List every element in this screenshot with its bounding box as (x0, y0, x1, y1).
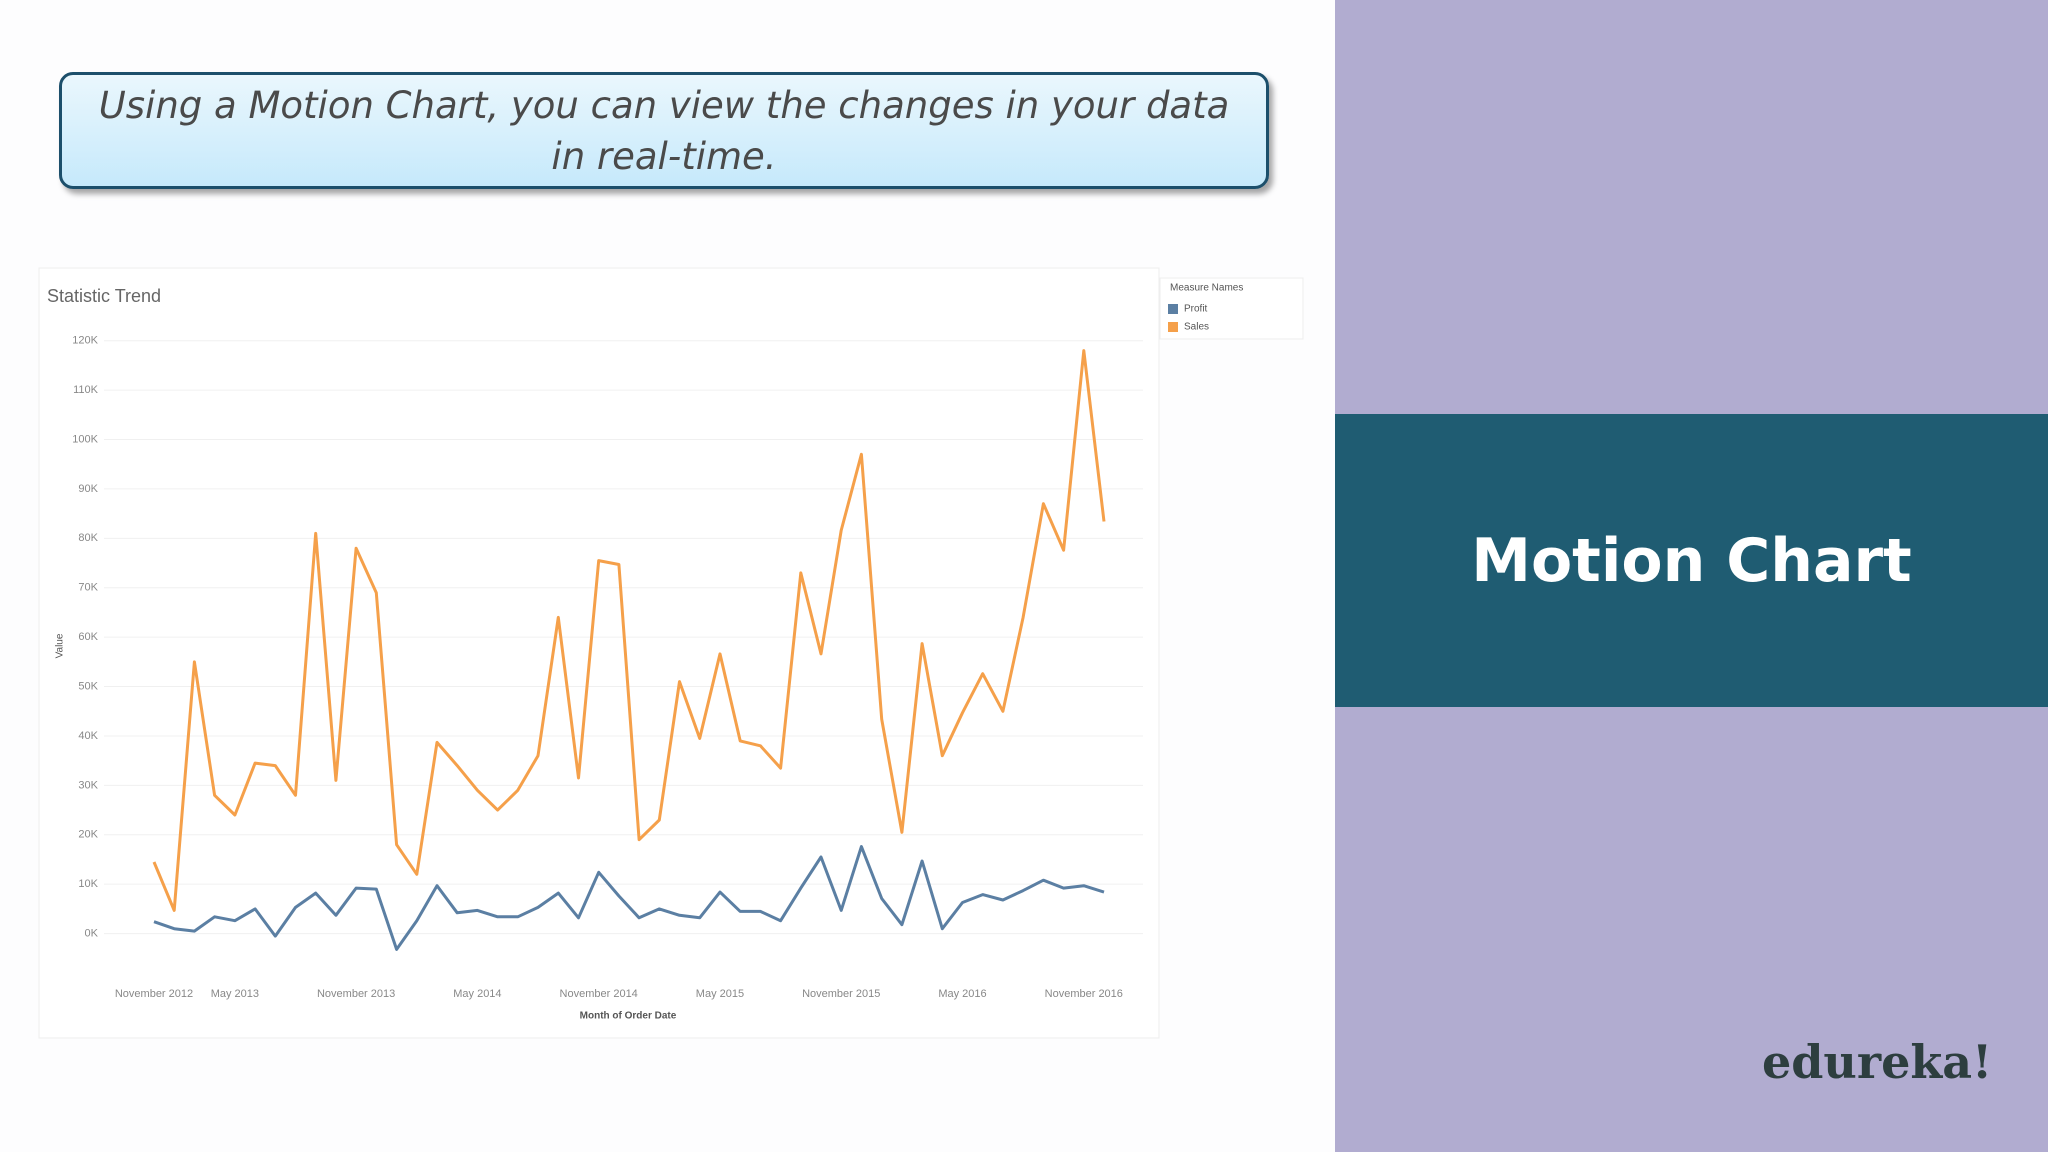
series-line (152, 349, 1106, 912)
legend-frame (1159, 277, 1304, 340)
caption-box: Using a Motion Chart, you can view the c… (59, 72, 1269, 189)
x-tick-label: May 2015 (696, 988, 744, 1000)
legend-swatch (1168, 304, 1178, 314)
x-tick-label: May 2016 (938, 988, 986, 1000)
y-tick-label: 20K (78, 829, 98, 841)
chart-title: Statistic Trend (47, 286, 161, 306)
y-tick-label: 70K (78, 582, 98, 594)
y-tick-label: 110K (73, 384, 99, 396)
legend-swatch (1168, 322, 1178, 332)
side-title: Motion Chart (1471, 525, 1912, 596)
y-tick-label: 90K (78, 483, 98, 495)
y-tick-label: 0K (85, 927, 99, 939)
title-band: Motion Chart (1335, 414, 2048, 707)
chart: Statistic Trend Value Month of Order Dat… (38, 267, 1304, 1039)
y-tick-label: 80K (78, 532, 98, 544)
y-tick-label: 40K (78, 730, 98, 742)
legend-label: Sales (1184, 322, 1209, 333)
caption-text: Using a Motion Chart, you can view the c… (98, 83, 1230, 178)
legend-title: Measure Names (1170, 283, 1243, 294)
y-axis-label: Value (55, 633, 66, 658)
x-tick-label: November 2016 (1045, 988, 1123, 1000)
legend-label: Profit (1184, 304, 1208, 315)
x-tick-label: May 2013 (211, 988, 259, 1000)
x-tick-label: November 2013 (317, 988, 395, 1000)
y-tick-label: 120K (72, 335, 98, 347)
series-line (153, 845, 1105, 951)
brand-logo: edureka! (1762, 1035, 1993, 1089)
y-tick-label: 100K (72, 433, 98, 445)
y-tick-label: 50K (78, 680, 98, 692)
y-tick-label: 60K (78, 631, 98, 643)
x-tick-label: November 2015 (802, 988, 880, 1000)
chart-frame (38, 267, 1160, 1039)
y-tick-label: 10K (78, 878, 98, 890)
x-tick-label: May 2014 (453, 988, 501, 1000)
y-tick-label: 30K (78, 779, 98, 791)
x-axis-label: Month of Order Date (580, 1011, 677, 1022)
x-tick-label: November 2014 (560, 988, 638, 1000)
x-tick-label: November 2012 (115, 988, 193, 1000)
